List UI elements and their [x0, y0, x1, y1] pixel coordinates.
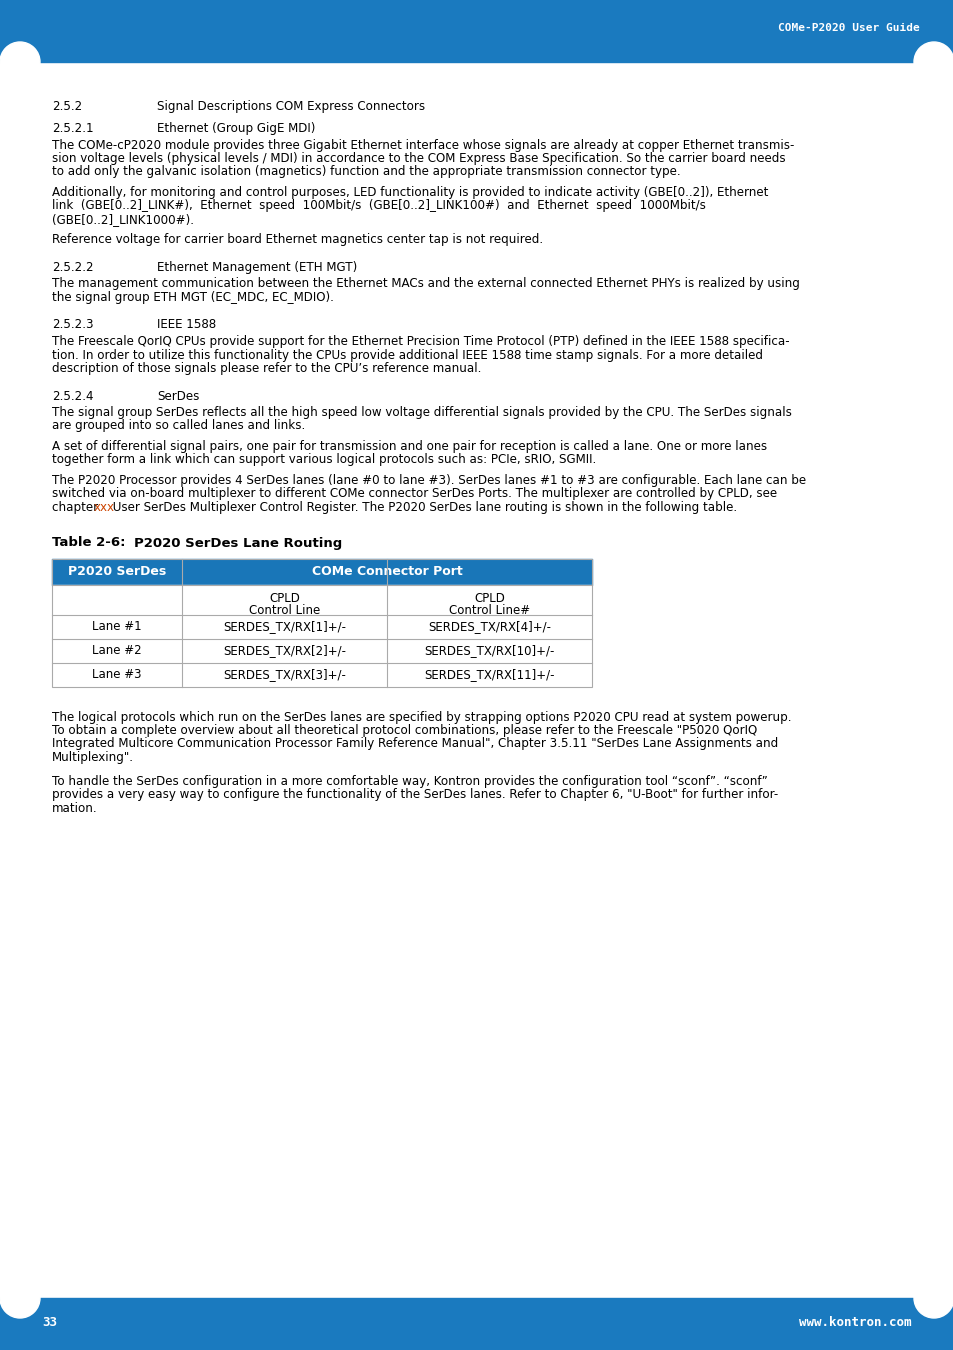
Text: P2020 SerDes: P2020 SerDes	[68, 566, 166, 578]
Text: Multiplexing".: Multiplexing".	[52, 751, 133, 764]
Text: SERDES_TX/RX[11]+/-: SERDES_TX/RX[11]+/-	[424, 668, 554, 680]
Text: The signal group SerDes reflects all the high speed low voltage differential sig: The signal group SerDes reflects all the…	[52, 406, 791, 418]
Circle shape	[0, 1278, 40, 1318]
Text: switched via on-board multiplexer to different COMe connector SerDes Ports. The : switched via on-board multiplexer to dif…	[52, 487, 777, 501]
Text: www.kontron.com: www.kontron.com	[799, 1315, 911, 1328]
Text: CPLD: CPLD	[269, 591, 299, 605]
Text: The COMe-cP2020 module provides three Gigabit Ethernet interface whose signals a: The COMe-cP2020 module provides three Gi…	[52, 139, 794, 151]
Text: provides a very easy way to configure the functionality of the SerDes lanes. Ref: provides a very easy way to configure th…	[52, 788, 778, 801]
Text: the signal group ETH MGT (EC_MDC, EC_MDIO).: the signal group ETH MGT (EC_MDC, EC_MDI…	[52, 292, 334, 304]
Text: 2.5.2.2: 2.5.2.2	[52, 261, 93, 274]
Text: SerDes: SerDes	[157, 390, 199, 402]
Text: Table 2-6:: Table 2-6:	[52, 536, 126, 549]
Text: Reference voltage for carrier board Ethernet magnetics center tap is not require: Reference voltage for carrier board Ethe…	[52, 234, 542, 247]
Text: Control Line: Control Line	[249, 603, 320, 617]
Text: Ethernet (Group GigE MDI): Ethernet (Group GigE MDI)	[157, 122, 315, 135]
Text: A set of differential signal pairs, one pair for transmission and one pair for r: A set of differential signal pairs, one …	[52, 440, 766, 454]
Text: To obtain a complete overview about all theoretical protocol combinations, pleas: To obtain a complete overview about all …	[52, 724, 757, 737]
Bar	[52, 559, 592, 687]
Text: to add only the galvanic isolation (magnetics) function and the appropriate tran: to add only the galvanic isolation (magn…	[52, 166, 679, 178]
Text: P2020 SerDes Lane Routing: P2020 SerDes Lane Routing	[133, 536, 342, 549]
Text: IEEE 1588: IEEE 1588	[157, 319, 216, 332]
Text: link  (GBE[0..2]_LINK#),  Ethernet  speed  100Mbit/s  (GBE[0..2]_LINK100#)  and : link (GBE[0..2]_LINK#), Ethernet speed 1…	[52, 200, 705, 212]
Text: SERDES_TX/RX[10]+/-: SERDES_TX/RX[10]+/-	[424, 644, 554, 657]
Text: The Freescale QorIQ CPUs provide support for the Ethernet Precision Time Protoco: The Freescale QorIQ CPUs provide support…	[52, 335, 789, 348]
Text: (GBE[0..2]_LINK1000#).: (GBE[0..2]_LINK1000#).	[52, 213, 193, 225]
Text: Signal Descriptions COM Express Connectors: Signal Descriptions COM Express Connecto…	[157, 100, 425, 113]
Text: Lane #1: Lane #1	[92, 620, 142, 633]
Text: User SerDes Multiplexer Control Register. The P2020 SerDes lane routing is shown: User SerDes Multiplexer Control Register…	[109, 501, 736, 514]
Text: tion. In order to utilize this functionality the CPUs provide additional IEEE 15: tion. In order to utilize this functiona…	[52, 348, 762, 362]
Text: 33: 33	[42, 1315, 57, 1328]
Circle shape	[913, 42, 953, 82]
Text: SERDES_TX/RX[1]+/-: SERDES_TX/RX[1]+/-	[223, 620, 346, 633]
Text: 2.5.2: 2.5.2	[52, 100, 82, 113]
Text: Additionally, for monitoring and control purposes, LED functionality is provided: Additionally, for monitoring and control…	[52, 186, 767, 198]
Text: The management communication between the Ethernet MACs and the external connecte: The management communication between the…	[52, 278, 799, 290]
Text: Lane #2: Lane #2	[92, 644, 142, 657]
Text: together form a link which can support various logical protocols such as: PCIe, : together form a link which can support v…	[52, 454, 596, 467]
Text: 2.5.2.3: 2.5.2.3	[52, 319, 93, 332]
Text: 2.5.2.1: 2.5.2.1	[52, 122, 93, 135]
Circle shape	[913, 1278, 953, 1318]
Text: COMe-P2020 User Guide: COMe-P2020 User Guide	[778, 23, 919, 32]
Text: SERDES_TX/RX[3]+/-: SERDES_TX/RX[3]+/-	[223, 668, 346, 680]
Text: xxx: xxx	[93, 501, 114, 514]
Text: description of those signals please refer to the CPU’s reference manual.: description of those signals please refe…	[52, 362, 481, 375]
Text: sion voltage levels (physical levels / MDI) in accordance to the COM Express Bas: sion voltage levels (physical levels / M…	[52, 153, 785, 165]
Text: Integrated Multicore Communication Processor Family Reference Manual", Chapter 3: Integrated Multicore Communication Proce…	[52, 737, 778, 751]
Text: The logical protocols which run on the SerDes lanes are specified by strapping o: The logical protocols which run on the S…	[52, 710, 791, 724]
Text: chapter: chapter	[52, 501, 102, 514]
Text: Control Line#: Control Line#	[449, 603, 530, 617]
Text: Ethernet Management (ETH MGT): Ethernet Management (ETH MGT)	[157, 261, 356, 274]
Text: SERDES_TX/RX[2]+/-: SERDES_TX/RX[2]+/-	[223, 644, 346, 657]
Text: Lane #3: Lane #3	[92, 668, 142, 680]
Text: mation.: mation.	[52, 802, 97, 814]
Text: The P2020 Processor provides 4 SerDes lanes (lane #0 to lane #3). SerDes lanes #: The P2020 Processor provides 4 SerDes la…	[52, 474, 805, 487]
Circle shape	[0, 42, 40, 82]
Text: To handle the SerDes configuration in a more comfortable way, Kontron provides t: To handle the SerDes configuration in a …	[52, 775, 767, 787]
Text: COMe Connector Port: COMe Connector Port	[312, 566, 462, 578]
Text: are grouped into so called lanes and links.: are grouped into so called lanes and lin…	[52, 420, 305, 432]
Text: SERDES_TX/RX[4]+/-: SERDES_TX/RX[4]+/-	[428, 620, 551, 633]
Text: 2.5.2.4: 2.5.2.4	[52, 390, 93, 402]
Text: CPLD: CPLD	[474, 591, 504, 605]
